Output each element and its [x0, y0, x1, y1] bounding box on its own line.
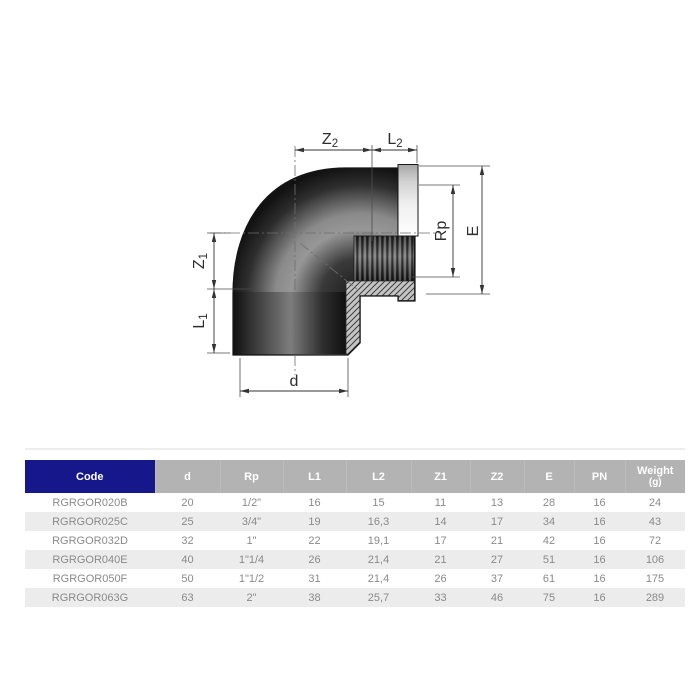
column-header-pn: PN — [573, 460, 625, 493]
cell-code: RGRGOR063G — [51, 591, 129, 604]
table-cell: 75 — [542, 591, 556, 604]
table-cell: 61 — [542, 572, 556, 585]
dimension-arrows — [211, 147, 485, 394]
table-cell: 16 — [593, 553, 606, 566]
table-cell: 11 — [434, 496, 447, 509]
table-cell: 21 — [490, 534, 504, 547]
table-cell: 34 — [542, 515, 556, 528]
table-cell: 175 — [645, 572, 665, 585]
column-header-rp: Rp — [219, 460, 283, 493]
divider-rule — [25, 448, 685, 450]
dim-label-l1: L1 — [191, 313, 210, 328]
table-cell: 50 — [181, 572, 194, 585]
table-cell: 26 — [308, 553, 321, 566]
thread-section — [353, 235, 415, 282]
table-cell: 22 — [308, 534, 321, 547]
fitting-outline — [232, 167, 416, 356]
table-cell: 1"1/4 — [238, 553, 265, 566]
collar-ring — [397, 164, 419, 237]
table-cell: 21,4 — [367, 553, 390, 566]
table-cell: 16 — [593, 534, 606, 547]
table-cell: 3/4" — [241, 515, 262, 528]
table-cell: 20 — [181, 496, 194, 509]
table-cell: 32 — [181, 534, 194, 547]
fitting-diagram: Z2 L2 Z1 L1 d Rp E — [191, 131, 490, 397]
table-cell: 16,3 — [367, 515, 390, 528]
cell-code: RGRGOR025C — [52, 515, 128, 528]
table-cell: 16 — [593, 496, 606, 509]
extension-lines — [207, 145, 490, 397]
cell-code: RGRGOR020B — [52, 496, 128, 509]
table-cell: 21 — [434, 553, 447, 566]
table-cell: 25,7 — [367, 591, 390, 604]
table-cell: 63 — [181, 591, 194, 604]
column-header-l1: L1 — [282, 460, 346, 493]
dim-label-rp: Rp — [433, 221, 450, 242]
table-cell: 19,1 — [367, 534, 390, 547]
dim-label-z2: Z2 — [322, 131, 338, 150]
table-cell: 27 — [490, 553, 504, 566]
table-cell: 25 — [181, 515, 194, 528]
column-header-z2: Z2 — [469, 460, 524, 493]
table-cell: 16 — [593, 515, 606, 528]
table-cell: 1/2" — [241, 496, 262, 509]
table-cell: 16 — [593, 572, 606, 585]
table-cell: 72 — [648, 534, 662, 547]
header-row: Code d Rp L1 L2 Z1 Z2 E PN Weight (g) — [25, 460, 685, 493]
spec-table-body: RGRGOR020B 20 1/2" 16 15 11 13 28 16 24 RGRGOR025C… — [25, 493, 685, 607]
table-cell: 43 — [648, 515, 662, 528]
table-cell: 17 — [434, 534, 447, 547]
table-cell: 1" — [246, 534, 257, 547]
table-cell: 15 — [372, 496, 385, 509]
column-header-weight: Weight (g) — [624, 460, 685, 493]
cell-code: RGRGOR050F — [52, 572, 128, 585]
dim-label-z1: Z1 — [191, 253, 210, 269]
dim-label-l2: L2 — [387, 131, 402, 150]
spec-table-section: Code d Rp L1 L2 Z1 Z2 E PN Weight (g) RGRGOR020B 20… — [25, 448, 685, 607]
table-cell: 19 — [308, 515, 321, 528]
table-row: RGRGOR050F 50 1"1/2 31 21,4 26 37 61 16 175 — [25, 569, 685, 588]
table-row: RGRGOR063G 63 2" 38 25,7 33 46 75 16 289 — [25, 588, 685, 607]
column-header-z1: Z1 — [410, 460, 470, 493]
table-cell: 14 — [434, 515, 447, 528]
table-cell: 51 — [542, 553, 556, 566]
table-cell: 289 — [645, 591, 665, 604]
column-header-code: Code — [25, 460, 155, 493]
table-cell: 37 — [490, 572, 504, 585]
table-cell: 38 — [308, 591, 321, 604]
table-cell: 13 — [490, 496, 504, 509]
column-header-l2: L2 — [345, 460, 411, 493]
table-cell: 33 — [434, 591, 447, 604]
table-cell: 17 — [490, 515, 504, 528]
cell-code: RGRGOR040E — [52, 553, 128, 566]
table-cell: 31 — [308, 572, 321, 585]
dim-label-e: E — [465, 226, 482, 237]
table-cell: 28 — [542, 496, 556, 509]
socket-shading — [233, 292, 348, 355]
column-header-d: d — [154, 460, 220, 493]
spec-table: Code d Rp L1 L2 Z1 Z2 E PN Weight (g) RGRGOR020B 20… — [25, 460, 685, 607]
table-row: RGRGOR040E 40 1"1/4 26 21,4 21 27 51 16 106 — [25, 550, 685, 569]
table-row: RGRGOR025C 25 3/4" 19 16,3 14 17 34 16 43 — [25, 512, 685, 531]
table-cell: 26 — [434, 572, 447, 585]
cell-code: RGRGOR032D — [52, 534, 128, 547]
column-header-e: E — [523, 460, 574, 493]
table-cell: 16 — [593, 591, 606, 604]
column-header-unit: (g) — [648, 477, 662, 488]
dim-label-d: d — [290, 373, 299, 390]
table-cell: 24 — [648, 496, 662, 509]
table-row: RGRGOR020B 20 1/2" 16 15 11 13 28 16 24 — [25, 493, 685, 512]
table-row: RGRGOR032D 32 1" 22 19,1 17 21 42 16 72 — [25, 531, 685, 550]
table-cell: 46 — [490, 591, 504, 604]
table-cell: 42 — [542, 534, 556, 547]
table-cell: 40 — [181, 553, 194, 566]
table-cell: 1"1/2 — [238, 572, 265, 585]
table-cell: 21,4 — [367, 572, 390, 585]
centerline-miter — [299, 242, 359, 291]
table-cell: 16 — [308, 496, 321, 509]
table-cell: 106 — [645, 553, 665, 566]
table-cell: 2" — [246, 591, 257, 604]
section-hatch — [345, 280, 415, 355]
